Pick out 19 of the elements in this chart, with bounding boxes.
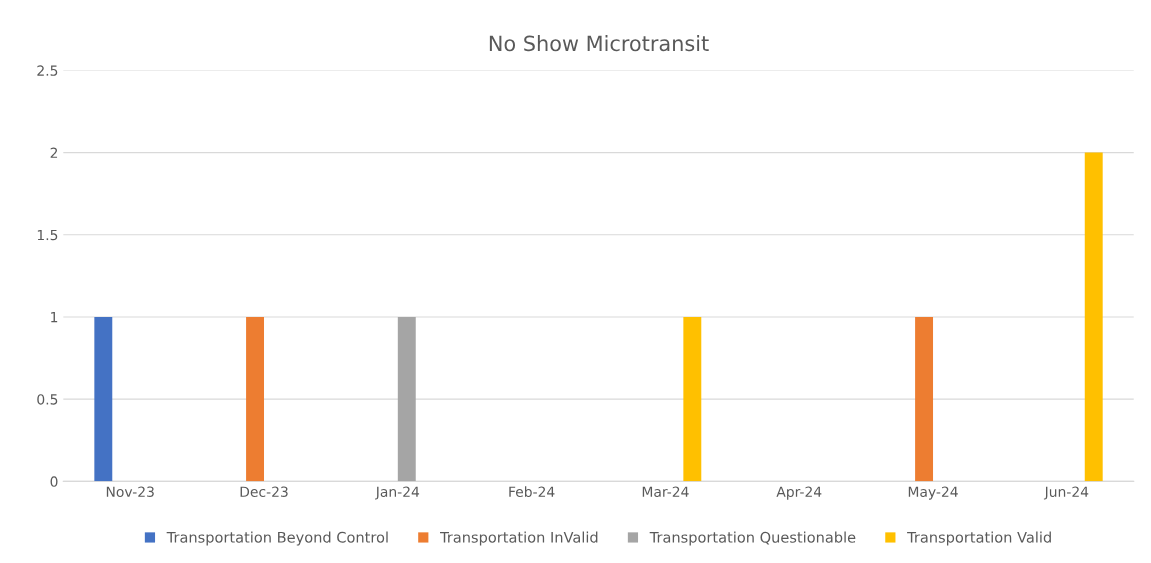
y-tick-label: 1.5 — [37, 229, 58, 241]
legend-label: Transportation Beyond Control — [166, 531, 388, 546]
x-tick-label: Feb-24 — [509, 486, 555, 497]
y-tick-label: 2.5 — [37, 65, 58, 76]
x-tick-label: Mar-24 — [642, 486, 689, 497]
x-tick-label: May-24 — [908, 486, 958, 500]
x-tick-label: Dec-23 — [240, 486, 288, 497]
chart-title: No Show Microtransit — [489, 35, 709, 52]
x-tick-label: Apr-24 — [776, 486, 822, 500]
legend-label: Transportation InValid — [440, 531, 598, 546]
y-tick-label: 2 — [50, 147, 58, 158]
y-tick-label: 0.5 — [37, 394, 58, 405]
legend-label: Transportation Valid — [907, 531, 1051, 546]
legend-label: Transportation Questionable — [649, 531, 856, 546]
x-tick-label: Jan-24 — [375, 486, 420, 500]
x-tick-label: Nov-23 — [106, 486, 154, 497]
y-tick-label: 0 — [50, 476, 58, 487]
y-tick-label: 1 — [51, 312, 58, 323]
x-tick-label: Jun-24 — [1043, 486, 1089, 500]
